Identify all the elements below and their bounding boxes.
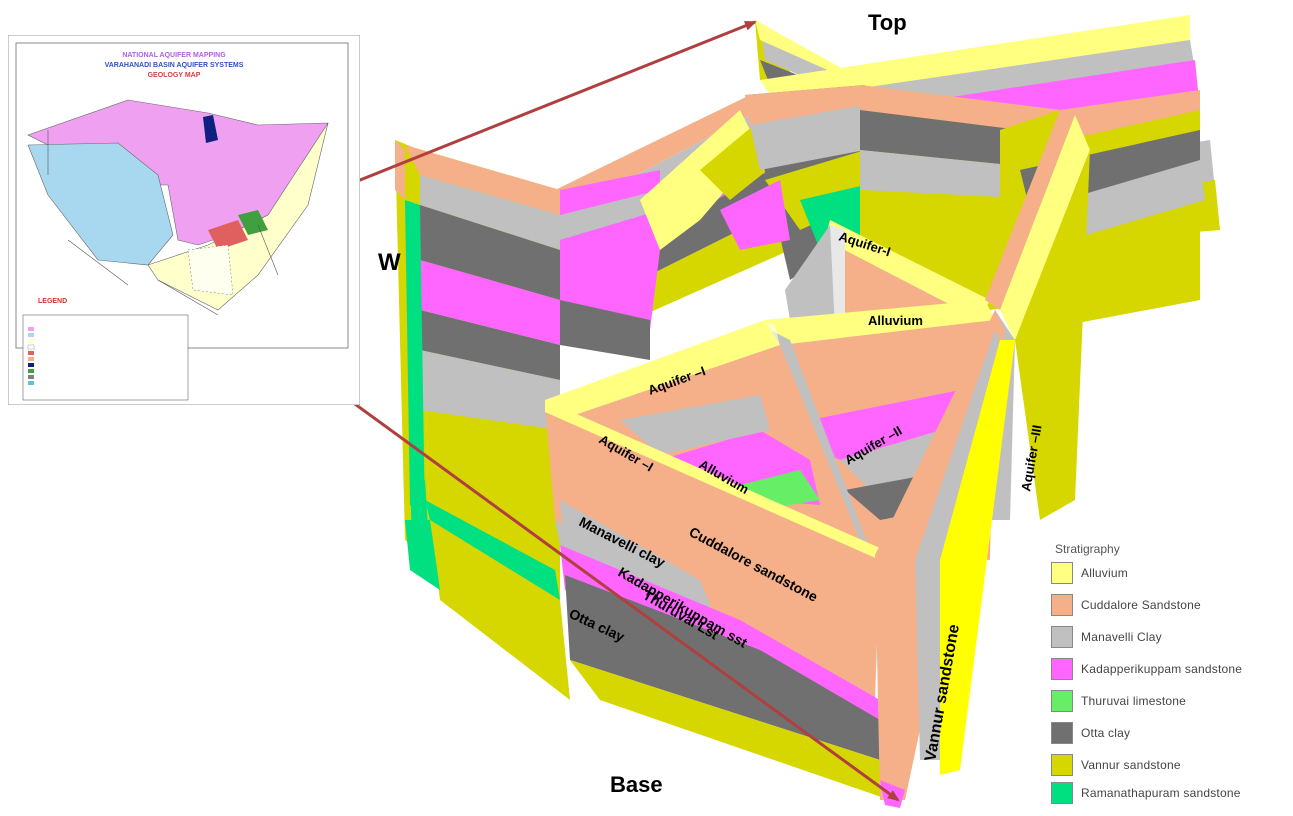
front-fence-panel	[405, 400, 890, 800]
left-front-triangle	[545, 320, 860, 540]
legend-title: Stratigraphy	[1055, 542, 1120, 556]
legend-label: Cuddalore Sandstone	[1081, 598, 1201, 612]
legend-swatch	[1051, 690, 1073, 712]
legend-swatch	[1051, 754, 1073, 776]
legend-swatch	[1051, 626, 1073, 648]
legend-item-cuddalore: Cuddalore Sandstone	[1051, 592, 1201, 618]
legend-swatch	[1051, 782, 1073, 804]
legend-item-thuruvai: Thuruvai limestone	[1051, 688, 1186, 714]
inset-green-patch	[238, 210, 268, 235]
label-alluvium-upper: Alluvium	[868, 313, 923, 328]
legend-item-vannur: Vannur sandstone	[1051, 752, 1181, 778]
legend-item-otta: Otta clay	[1051, 720, 1130, 746]
inset-red-patch	[208, 220, 248, 250]
legend-swatch	[1051, 658, 1073, 680]
legend-swatch	[1051, 562, 1073, 584]
label-west: W	[378, 249, 401, 276]
label-top: Top	[868, 10, 907, 35]
right-front-panel	[985, 110, 1090, 520]
inset-dotted-patch	[187, 244, 234, 296]
label-base: Base	[610, 772, 663, 797]
inset-dark-patch	[203, 115, 218, 143]
stratigraphy-legend: Stratigraphy Alluvium Cuddalore Sandston…	[1043, 538, 1283, 806]
legend-item-alluvium: Alluvium	[1051, 560, 1128, 586]
legend-label: Alluvium	[1081, 566, 1128, 580]
legend-item-kadapperikuppam: Kadapperikuppam sandstone	[1051, 656, 1242, 682]
legend-label: Kadapperikuppam sandstone	[1081, 662, 1243, 676]
legend-label: Otta clay	[1081, 726, 1131, 740]
legend-label: Manavelli Clay	[1081, 630, 1162, 644]
inset-title-2: VARAHANADI BASIN AQUIFER SYSTEMS	[105, 62, 244, 69]
legend-label: Ramanathapuram sandstone	[1081, 786, 1241, 800]
legend-swatch	[1051, 594, 1073, 616]
inset-blue-region	[27, 142, 174, 266]
inset-legend-box	[22, 314, 189, 401]
inset-geology-map: NATIONAL AQUIFER MAPPING VARAHANADI BASI…	[8, 35, 360, 405]
legend-label: Vannur sandstone	[1081, 758, 1181, 772]
inset-legend-swatches	[27, 327, 35, 385]
inset-title-3: GEOLOGY MAP	[148, 72, 201, 79]
legend-swatch	[1051, 722, 1073, 744]
left-fence-panel	[395, 140, 560, 600]
inset-legend-heading: LEGEND	[38, 298, 67, 305]
inset-title-1: NATIONAL AQUIFER MAPPING	[122, 52, 226, 59]
legend-label: Thuruvai limestone	[1081, 694, 1186, 708]
legend-item-manavelli: Manavelli Clay	[1051, 624, 1162, 650]
legend-item-ramanathapuram: Ramanathapuram sandstone	[1051, 780, 1241, 806]
